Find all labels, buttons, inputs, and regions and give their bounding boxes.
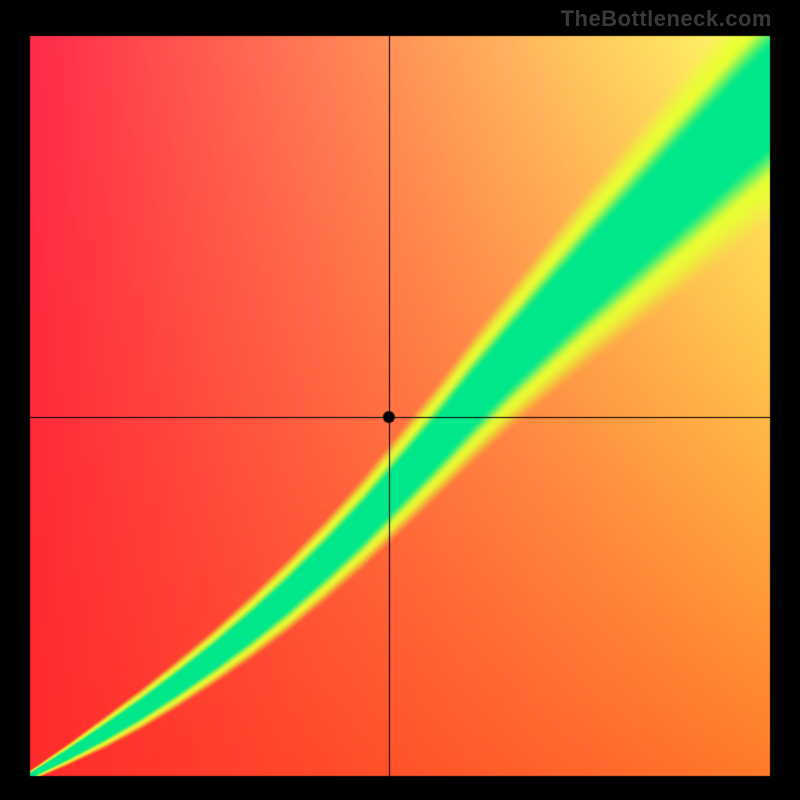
figure-root: TheBottleneck.com [0, 0, 800, 800]
heatmap-canvas [0, 0, 800, 800]
watermark-text: TheBottleneck.com [561, 6, 772, 32]
